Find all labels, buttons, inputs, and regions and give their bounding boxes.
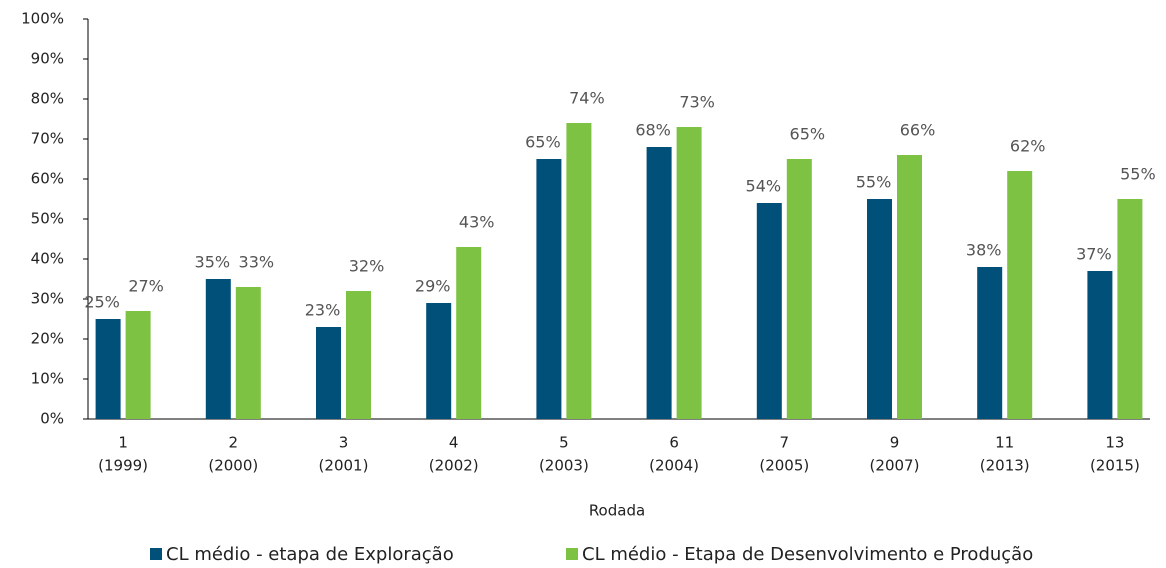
x-tick-label: (2002) [429, 457, 479, 475]
value-label: 62% [1010, 137, 1046, 156]
x-tick-label: 11 [995, 434, 1014, 452]
value-label: 37% [1076, 245, 1112, 264]
value-label: 65% [525, 133, 561, 152]
y-tick-label: 30% [31, 290, 64, 308]
value-label: 43% [459, 213, 495, 232]
x-tick-label: 3 [339, 434, 349, 452]
y-tick-label: 60% [31, 170, 64, 188]
bar [316, 327, 341, 419]
bar [1117, 199, 1143, 419]
y-tick-label: 90% [31, 50, 64, 68]
x-tick-label: 2 [229, 434, 239, 452]
bar [676, 127, 702, 419]
x-tick-label: (2004) [649, 457, 699, 475]
x-tick-label: (2005) [759, 457, 809, 475]
value-label: 55% [1120, 165, 1156, 184]
bar [235, 287, 261, 419]
y-tick-label: 50% [31, 210, 64, 228]
bar [456, 247, 482, 419]
value-label: 29% [415, 277, 451, 296]
x-tick-label: (2013) [980, 457, 1030, 475]
legend-swatch [150, 548, 162, 560]
bar [426, 303, 452, 419]
x-axis-title: Rodada [589, 502, 645, 520]
y-tick-label: 40% [31, 250, 64, 268]
x-tick-label: 7 [780, 434, 790, 452]
x-tick-label: 6 [669, 434, 679, 452]
bar [646, 147, 672, 419]
y-tick-label: 70% [31, 130, 64, 148]
y-tick-label: 10% [31, 370, 64, 388]
bar [1007, 171, 1033, 419]
bar [867, 199, 892, 419]
x-tick-label: (1999) [98, 457, 148, 475]
x-tick-label: (2001) [319, 457, 369, 475]
value-label: 35% [195, 253, 231, 272]
x-tick-label: 1 [118, 434, 128, 452]
x-tick-label: (2007) [870, 457, 920, 475]
bar [125, 311, 151, 419]
value-label: 65% [790, 125, 826, 144]
x-tick-label: 13 [1105, 434, 1124, 452]
value-label: 23% [305, 301, 341, 320]
value-label: 54% [746, 177, 782, 196]
bar [1087, 271, 1113, 419]
legend-swatch [566, 548, 578, 560]
value-label: 55% [856, 173, 892, 192]
value-label: 25% [84, 293, 120, 312]
bar [205, 279, 231, 419]
value-label: 38% [966, 241, 1002, 260]
value-label: 32% [349, 257, 385, 276]
value-label: 74% [569, 89, 605, 108]
y-tick-label: 20% [31, 330, 64, 348]
value-label: 27% [128, 277, 164, 296]
x-tick-label: 9 [890, 434, 900, 452]
legend-label: CL médio - etapa de Exploração [166, 544, 454, 565]
bar [786, 159, 812, 419]
value-label: 33% [239, 253, 275, 272]
bar [756, 203, 782, 419]
bar [566, 123, 592, 419]
legend-label: CL médio - Etapa de Desenvolvimento e Pr… [582, 544, 1033, 565]
bar [977, 267, 1003, 419]
y-tick-label: 80% [31, 90, 64, 108]
bar [346, 291, 371, 419]
y-tick-label: 0% [40, 410, 64, 428]
x-tick-label: (2015) [1090, 457, 1140, 475]
x-tick-label: (2003) [539, 457, 589, 475]
value-label: 73% [679, 93, 715, 112]
bar [95, 319, 121, 419]
bar [536, 159, 562, 419]
x-tick-label: 5 [559, 434, 569, 452]
x-tick-label: (2000) [208, 457, 258, 475]
value-label: 68% [635, 121, 671, 140]
value-label: 66% [900, 121, 936, 140]
bar [897, 155, 922, 419]
x-tick-label: 4 [449, 434, 459, 452]
y-tick-label: 100% [21, 10, 64, 28]
